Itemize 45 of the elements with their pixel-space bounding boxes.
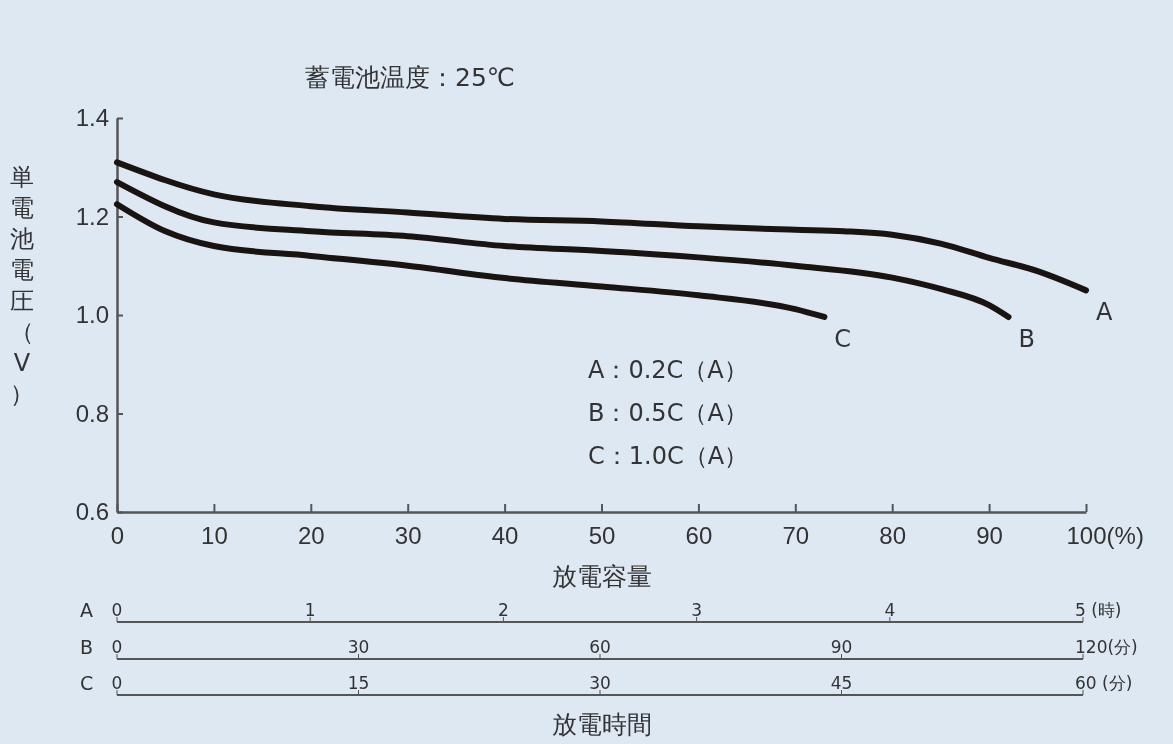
x-tick-label: 30 (394, 522, 422, 549)
y-tick-label: 1.2 (75, 202, 109, 230)
x-tick-label: 20 (297, 522, 325, 549)
x-tick-label: 90 (976, 522, 1003, 549)
chart-title: 蓄電池温度：25℃ (305, 63, 515, 92)
text: 60 (分) (1075, 673, 1133, 693)
annotation: C：1.0C（A） (588, 442, 749, 470)
y-tick-label: 1.4 (75, 104, 109, 132)
text: B (80, 636, 94, 658)
x-tick-label: 10 (201, 522, 228, 549)
text: A (80, 599, 93, 621)
text: 90 (830, 637, 853, 657)
y-axis-title: 単電池電圧（V） (10, 163, 34, 408)
text: 1 (304, 600, 316, 620)
y-tick-label: 0.6 (75, 498, 109, 526)
x-axis-title: 放電容量 (551, 562, 652, 591)
x-tick-label: 70 (782, 522, 810, 549)
text: 120(分) (1075, 637, 1138, 657)
x-tick-label: 0 (110, 522, 125, 549)
y-tick-label: 1.0 (75, 301, 109, 329)
series-label: A (1096, 298, 1113, 327)
x-tick-label: 40 (491, 522, 519, 549)
text: 0 (111, 600, 123, 620)
text: 5 (時) (1075, 600, 1122, 620)
text: 30 (347, 637, 370, 657)
x-tick-label: 100(%) (1066, 522, 1144, 549)
x-tick-label: 50 (588, 522, 616, 549)
text: 15 (347, 673, 370, 693)
text: C (80, 672, 94, 694)
x-tick-label: 80 (879, 522, 907, 549)
text: 4 (884, 600, 896, 620)
y-tick-label: 0.8 (75, 399, 109, 427)
annotation: A：0.2C（A） (588, 356, 748, 384)
series-label: B (1018, 324, 1035, 353)
text: 0 (111, 637, 123, 657)
x-tick-label: 60 (685, 522, 713, 549)
series-label: C (834, 324, 852, 353)
text: 0 (111, 673, 123, 693)
text: 放電時間 (551, 710, 652, 739)
text: 45 (830, 673, 853, 693)
text: 2 (497, 600, 509, 620)
annotation: B：0.5C（A） (588, 399, 748, 427)
text: 3 (691, 600, 703, 620)
text: 30 (589, 673, 611, 693)
text: 60 (589, 637, 611, 657)
